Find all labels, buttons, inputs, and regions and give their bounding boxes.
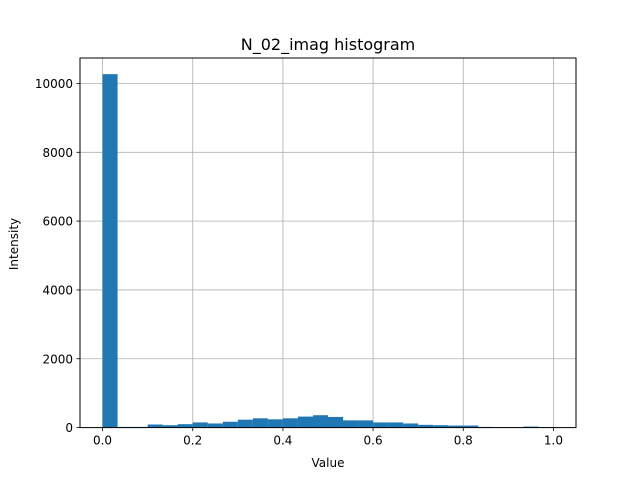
y-tick-label: 8000: [42, 146, 73, 160]
histogram-bar: [223, 422, 238, 428]
x-tick-label: 0.6: [364, 434, 383, 448]
histogram-bar: [328, 417, 343, 428]
histogram-bar: [373, 422, 388, 427]
x-tick-label: 0.8: [454, 434, 473, 448]
histogram-bar: [208, 423, 223, 427]
y-tick-label: 0: [65, 421, 73, 435]
histogram-bar: [178, 424, 193, 427]
y-tick-label: 4000: [42, 283, 73, 297]
histogram-bar: [253, 418, 268, 427]
x-tick-label: 1.0: [544, 434, 563, 448]
histogram-bar: [343, 420, 358, 427]
histogram-bar: [388, 422, 403, 427]
histogram-bar: [268, 419, 283, 427]
x-tick-label: 0.2: [183, 434, 202, 448]
histogram-bar: [403, 423, 418, 427]
y-tick-label: 2000: [42, 352, 73, 366]
histogram-bar: [193, 422, 208, 427]
histogram-bar: [238, 420, 253, 428]
histogram-bar: [103, 74, 118, 427]
x-tick-label: 0.4: [273, 434, 292, 448]
chart-title: N_02_imag histogram: [241, 35, 416, 55]
histogram-bar: [313, 415, 328, 427]
histogram-bar: [283, 418, 298, 427]
y-tick-label: 10000: [35, 77, 73, 91]
histogram-bar: [358, 420, 373, 427]
x-tick-label: 0.0: [93, 434, 112, 448]
histogram-bar: [298, 417, 313, 428]
x-axis-label: Value: [312, 456, 345, 470]
y-axis-label: Intensity: [7, 218, 21, 270]
y-tick-label: 6000: [42, 215, 73, 229]
